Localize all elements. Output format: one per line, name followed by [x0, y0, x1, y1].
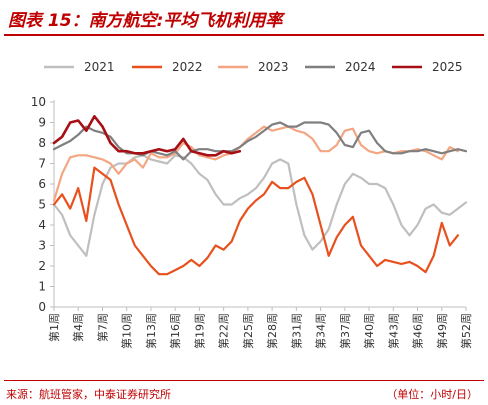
series-line-2024 — [52, 121, 468, 161]
x-tick-label: 第49周 — [435, 313, 449, 349]
y-tick-label: 10 — [31, 95, 46, 109]
footer-rule — [4, 380, 484, 381]
y-tick-label: 2 — [38, 259, 46, 273]
unit-note: （单位：小时/日） — [386, 388, 478, 401]
y-tick-label: 7 — [38, 157, 46, 171]
x-tick-label: 第43周 — [386, 313, 400, 349]
legend-label-2021: 2021 — [84, 60, 115, 74]
y-tick-label: 6 — [38, 177, 46, 191]
x-tick-label: 第10周 — [120, 313, 134, 349]
x-tick-label: 第52周 — [459, 313, 473, 349]
legend-label-2024: 2024 — [345, 60, 376, 74]
x-tick-label: 第4周 — [71, 313, 85, 342]
series-line-2022 — [52, 166, 459, 276]
y-tick-label: 4 — [38, 218, 46, 232]
x-tick-label: 第34周 — [314, 313, 328, 349]
x-tick-label: 第25周 — [241, 313, 255, 349]
y-tick-label: 3 — [38, 239, 46, 253]
line-chart: 0 1 2 3 4 5 6 7 8 9 10 第1周 第4周 第7周 第10周 第13周 第16周 第19周 第22… — [31, 60, 473, 349]
y-tick-label: 9 — [38, 116, 46, 130]
x-tick-label: 第16周 — [168, 313, 182, 349]
legend-label-2023: 2023 — [258, 60, 289, 74]
x-tick-label: 第31周 — [289, 313, 303, 349]
y-tick-label: 0 — [38, 300, 46, 314]
series-line-2025 — [52, 115, 242, 157]
figure-title: 图表 15：南方航空:平均飞机利用率 — [8, 11, 283, 31]
x-tick-label: 第22周 — [217, 313, 231, 349]
legend-label-2025: 2025 — [432, 60, 463, 74]
x-tick-label: 第46周 — [411, 313, 425, 349]
legend-label-2022: 2022 — [172, 60, 203, 74]
source-note: 来源：航班管家，中泰证券研究所 — [6, 388, 171, 401]
x-tick-label: 第19周 — [192, 313, 206, 349]
y-tick-label: 5 — [38, 198, 46, 212]
x-tick-label: 第13周 — [144, 313, 158, 349]
title-rule — [4, 34, 484, 36]
series-line-2021 — [52, 154, 468, 257]
y-tick-label: 8 — [38, 136, 46, 150]
x-tick-label: 第40周 — [362, 313, 376, 349]
x-tick-label: 第28周 — [265, 313, 279, 349]
x-tick-label: 第7周 — [95, 313, 109, 342]
y-tick-label: 1 — [38, 280, 46, 294]
x-tick-label: 第37周 — [338, 313, 352, 349]
x-tick-label: 第1周 — [47, 313, 61, 342]
